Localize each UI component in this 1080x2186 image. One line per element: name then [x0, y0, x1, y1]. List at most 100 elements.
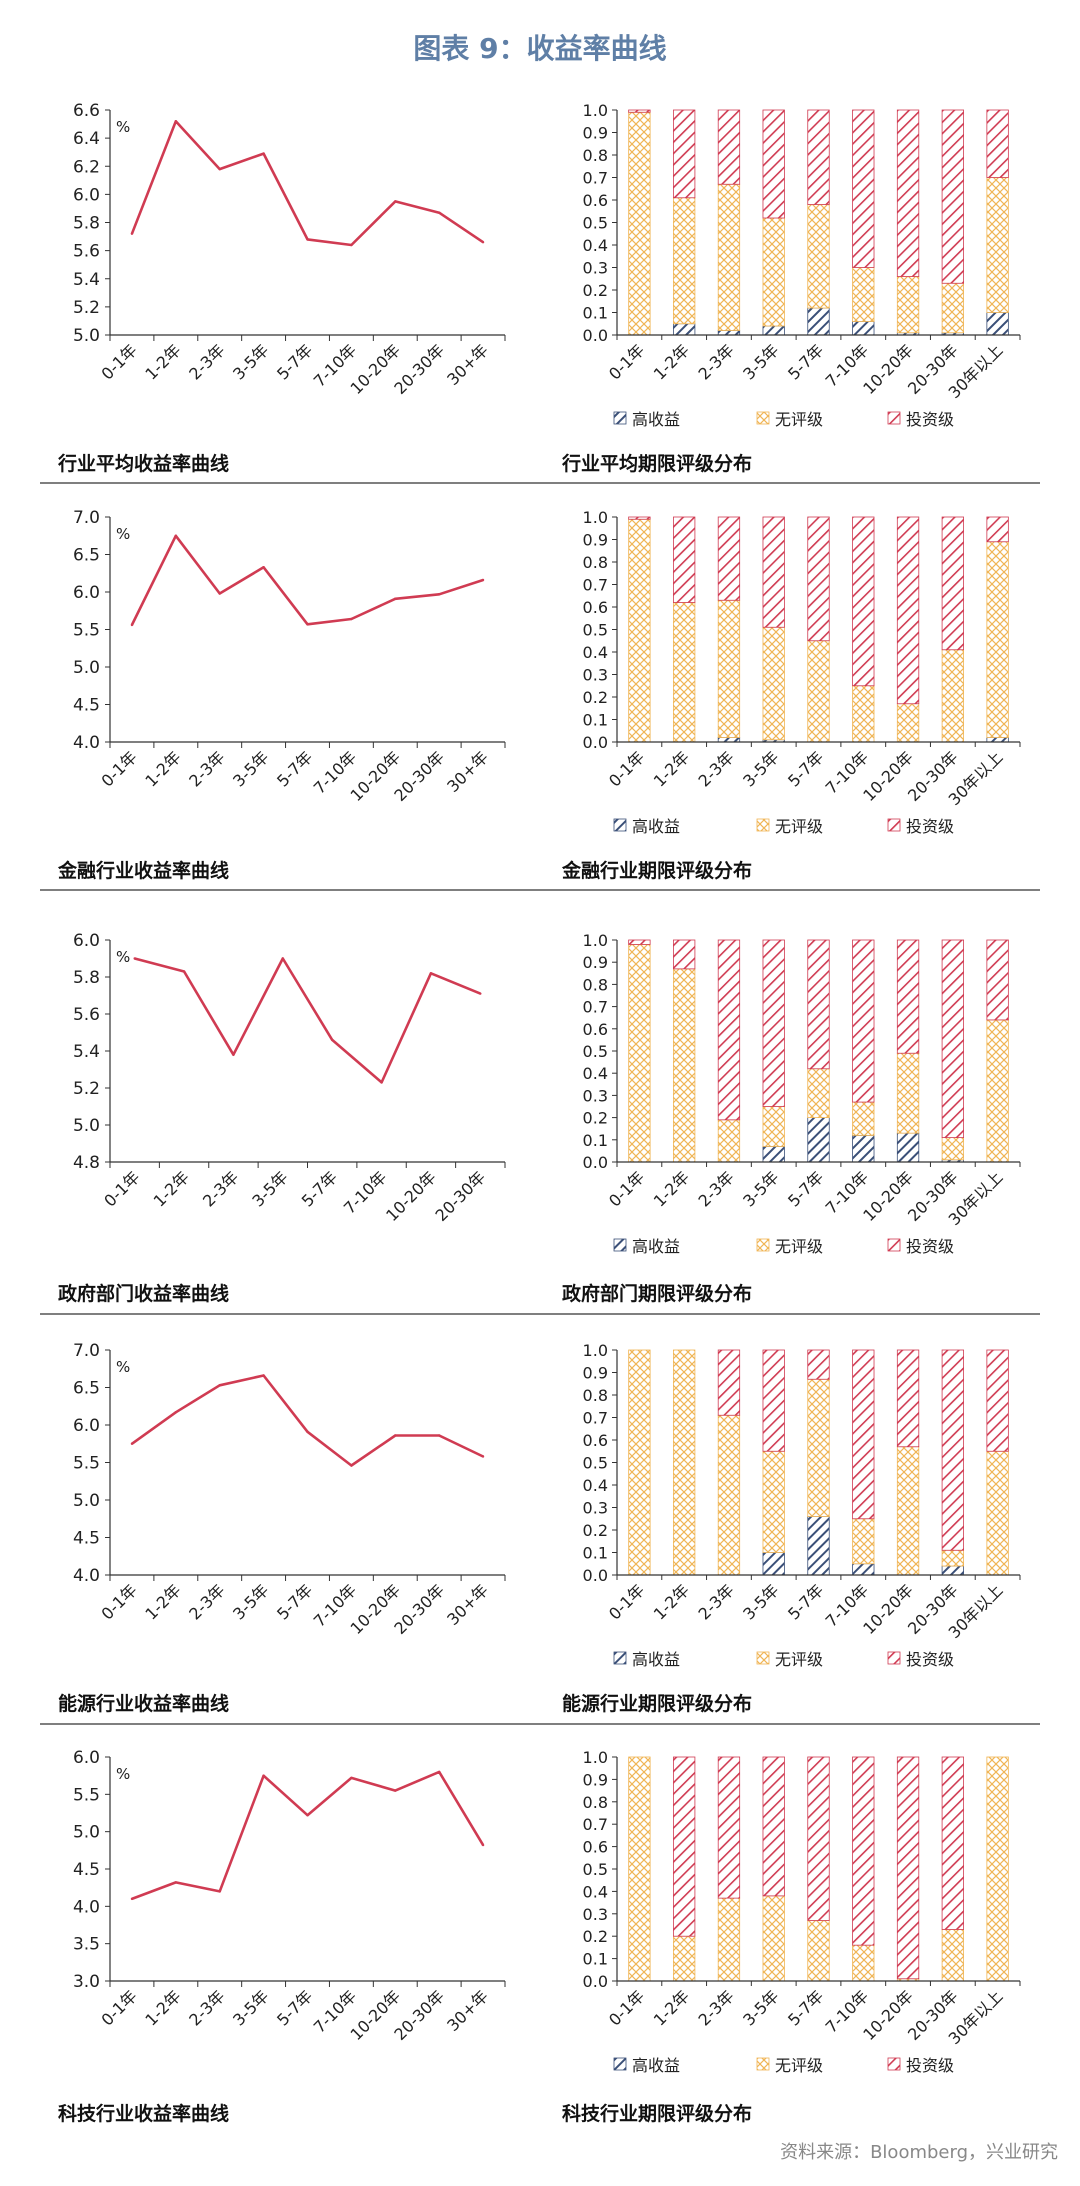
y-tick-label: 0.1 — [583, 711, 608, 730]
bar-segment-unrated — [673, 197, 696, 325]
y-tick-label: 6.6 — [73, 101, 100, 121]
chart-caption: 科技行业收益率曲线 — [58, 2102, 229, 2125]
data-point — [130, 1442, 134, 1445]
data-point — [394, 1789, 397, 1792]
bar-segment-unrated — [941, 649, 964, 743]
y-tick-label: 0.2 — [583, 1927, 608, 1946]
y-tick-label: 4.5 — [73, 1860, 100, 1880]
x-tick-label: 20-30年 — [432, 1167, 490, 1225]
x-tick-label: 1-2年 — [650, 1580, 693, 1623]
chart-caption: 金融行业收益率曲线 — [57, 859, 229, 882]
y-tick-label: 1.0 — [583, 1748, 608, 1767]
bar-segment-investment-grade — [986, 109, 1009, 178]
bar-segment-investment-grade — [673, 1756, 696, 1937]
chart-caption: 行业平均收益率曲线 — [57, 452, 229, 475]
y-tick-label: 5.8 — [73, 214, 100, 234]
bar-segment-unrated — [762, 1106, 785, 1147]
bar-segment-unrated — [807, 1378, 830, 1517]
y-tick-label: 0.3 — [583, 1499, 608, 1518]
y-tick-label: 0.9 — [583, 953, 608, 972]
data-point — [281, 957, 285, 960]
x-tick-label: 0-1年 — [98, 1580, 141, 1623]
data-point — [350, 243, 353, 247]
y-tick-label: 5.0 — [73, 1491, 100, 1511]
y-tick-label: 6.4 — [73, 129, 100, 149]
data-point — [130, 623, 134, 627]
line-chart-6: 4.04.55.05.56.06.57.00-1年 1-2年 2-3年 3-5年 5-7… — [58, 1341, 506, 1715]
bar-segment-unrated — [941, 1929, 964, 1982]
data-point — [182, 970, 186, 973]
y-tick-label: 6.0 — [73, 583, 100, 603]
bar-segment-investment-grade — [896, 109, 920, 277]
bar-segment-unrated — [896, 276, 920, 334]
data-point — [479, 992, 482, 995]
x-tick-label: 0-1年 — [605, 1580, 648, 1623]
y-tick-label: 0.6 — [583, 598, 608, 617]
y-tick-label: 0.2 — [583, 1109, 608, 1128]
bar-segment-unrated — [628, 944, 651, 1163]
y-tick-label: 0.8 — [583, 1386, 608, 1405]
x-tick-label: 0-1年 — [605, 747, 648, 790]
bar-segment-high-yield — [762, 325, 785, 336]
chart-caption: 政府部门收益率曲线 — [58, 1282, 229, 1305]
data-point — [350, 1464, 353, 1467]
y-tick-label: 0.8 — [583, 146, 608, 165]
y-tick-label: 5.0 — [73, 1116, 100, 1136]
legend-swatch — [887, 411, 901, 425]
bar-segment-investment-grade — [762, 1756, 785, 1897]
legend-label: 高收益 — [632, 817, 680, 836]
legend-swatch — [887, 1651, 901, 1665]
data-point — [218, 1890, 221, 1893]
bar-segment-investment-grade — [986, 1349, 1009, 1452]
bar-segment-high-yield — [986, 737, 1009, 743]
source-note: 资料来源：Bloomberg，兴业研究 — [780, 2142, 1058, 2163]
y-tick-label: 0.8 — [583, 1793, 608, 1812]
y-tick-label: 5.0 — [73, 658, 100, 678]
x-tick-label: 3-5年 — [248, 1167, 291, 1210]
x-tick-label: 1-2年 — [650, 1986, 693, 2029]
x-tick-label: 0-1年 — [98, 747, 141, 790]
data-point — [306, 238, 309, 241]
line-chart-4: 4.8 5.0 5.2 5.4 5.6 5.8 6.0 0-1年 1-2年 2-3年 3-5年 5-7… — [58, 931, 506, 1305]
bar-segment-investment-grade — [807, 1756, 830, 1921]
x-tick-label: 30+年 — [443, 340, 492, 389]
y-tick-label: 0.5 — [583, 1860, 608, 1879]
bar-segment-high-yield — [852, 321, 875, 336]
bar-segment-unrated — [852, 267, 875, 322]
x-tick-label: 3-5年 — [229, 747, 272, 790]
bar-segment-investment-grade — [807, 1349, 830, 1380]
legend-swatch — [756, 411, 770, 425]
bar-segment-investment-grade — [717, 516, 741, 601]
y-tick-label: 0.3 — [583, 1086, 608, 1105]
y-tick-label: 3.5 — [73, 1935, 100, 1955]
data-point — [437, 211, 441, 214]
bar-segment-investment-grade — [717, 939, 741, 1121]
bar-segment-unrated — [628, 111, 651, 336]
series-line — [130, 120, 484, 247]
y-tick-label: 0.7 — [583, 576, 608, 595]
chart-caption: 行业平均期限评级分布 — [561, 452, 752, 475]
data-point — [174, 120, 178, 123]
x-tick-label: 3-5年 — [739, 1580, 782, 1623]
bar-segment-investment-grade — [941, 939, 964, 1138]
y-tick-label: 5.2 — [73, 1079, 100, 1099]
y-tick-label: 7.0 — [73, 1341, 100, 1361]
y-tick-label: 0.6 — [583, 191, 608, 210]
x-tick-label: 3-5年 — [229, 1986, 272, 2029]
bar-segment-investment-grade — [852, 939, 875, 1103]
series-line — [134, 957, 481, 1084]
unit-label: % — [116, 1765, 130, 1783]
y-tick-label: 6.5 — [73, 546, 100, 566]
bar-segment-unrated — [986, 1450, 1009, 1576]
bar-segment-unrated — [807, 640, 830, 743]
data-point — [350, 1776, 353, 1780]
y-tick-label: 0.0 — [583, 733, 608, 752]
data-point — [262, 152, 265, 155]
bar-segment-investment-grade — [628, 109, 651, 113]
y-tick-label: 0.2 — [583, 281, 608, 300]
y-tick-label: 7.0 — [73, 508, 100, 528]
x-tick-label: 3-5年 — [739, 1986, 782, 2029]
y-tick-label: 6.0 — [73, 1748, 100, 1768]
y-tick-label: 0.5 — [583, 1042, 608, 1061]
data-point — [306, 623, 309, 626]
